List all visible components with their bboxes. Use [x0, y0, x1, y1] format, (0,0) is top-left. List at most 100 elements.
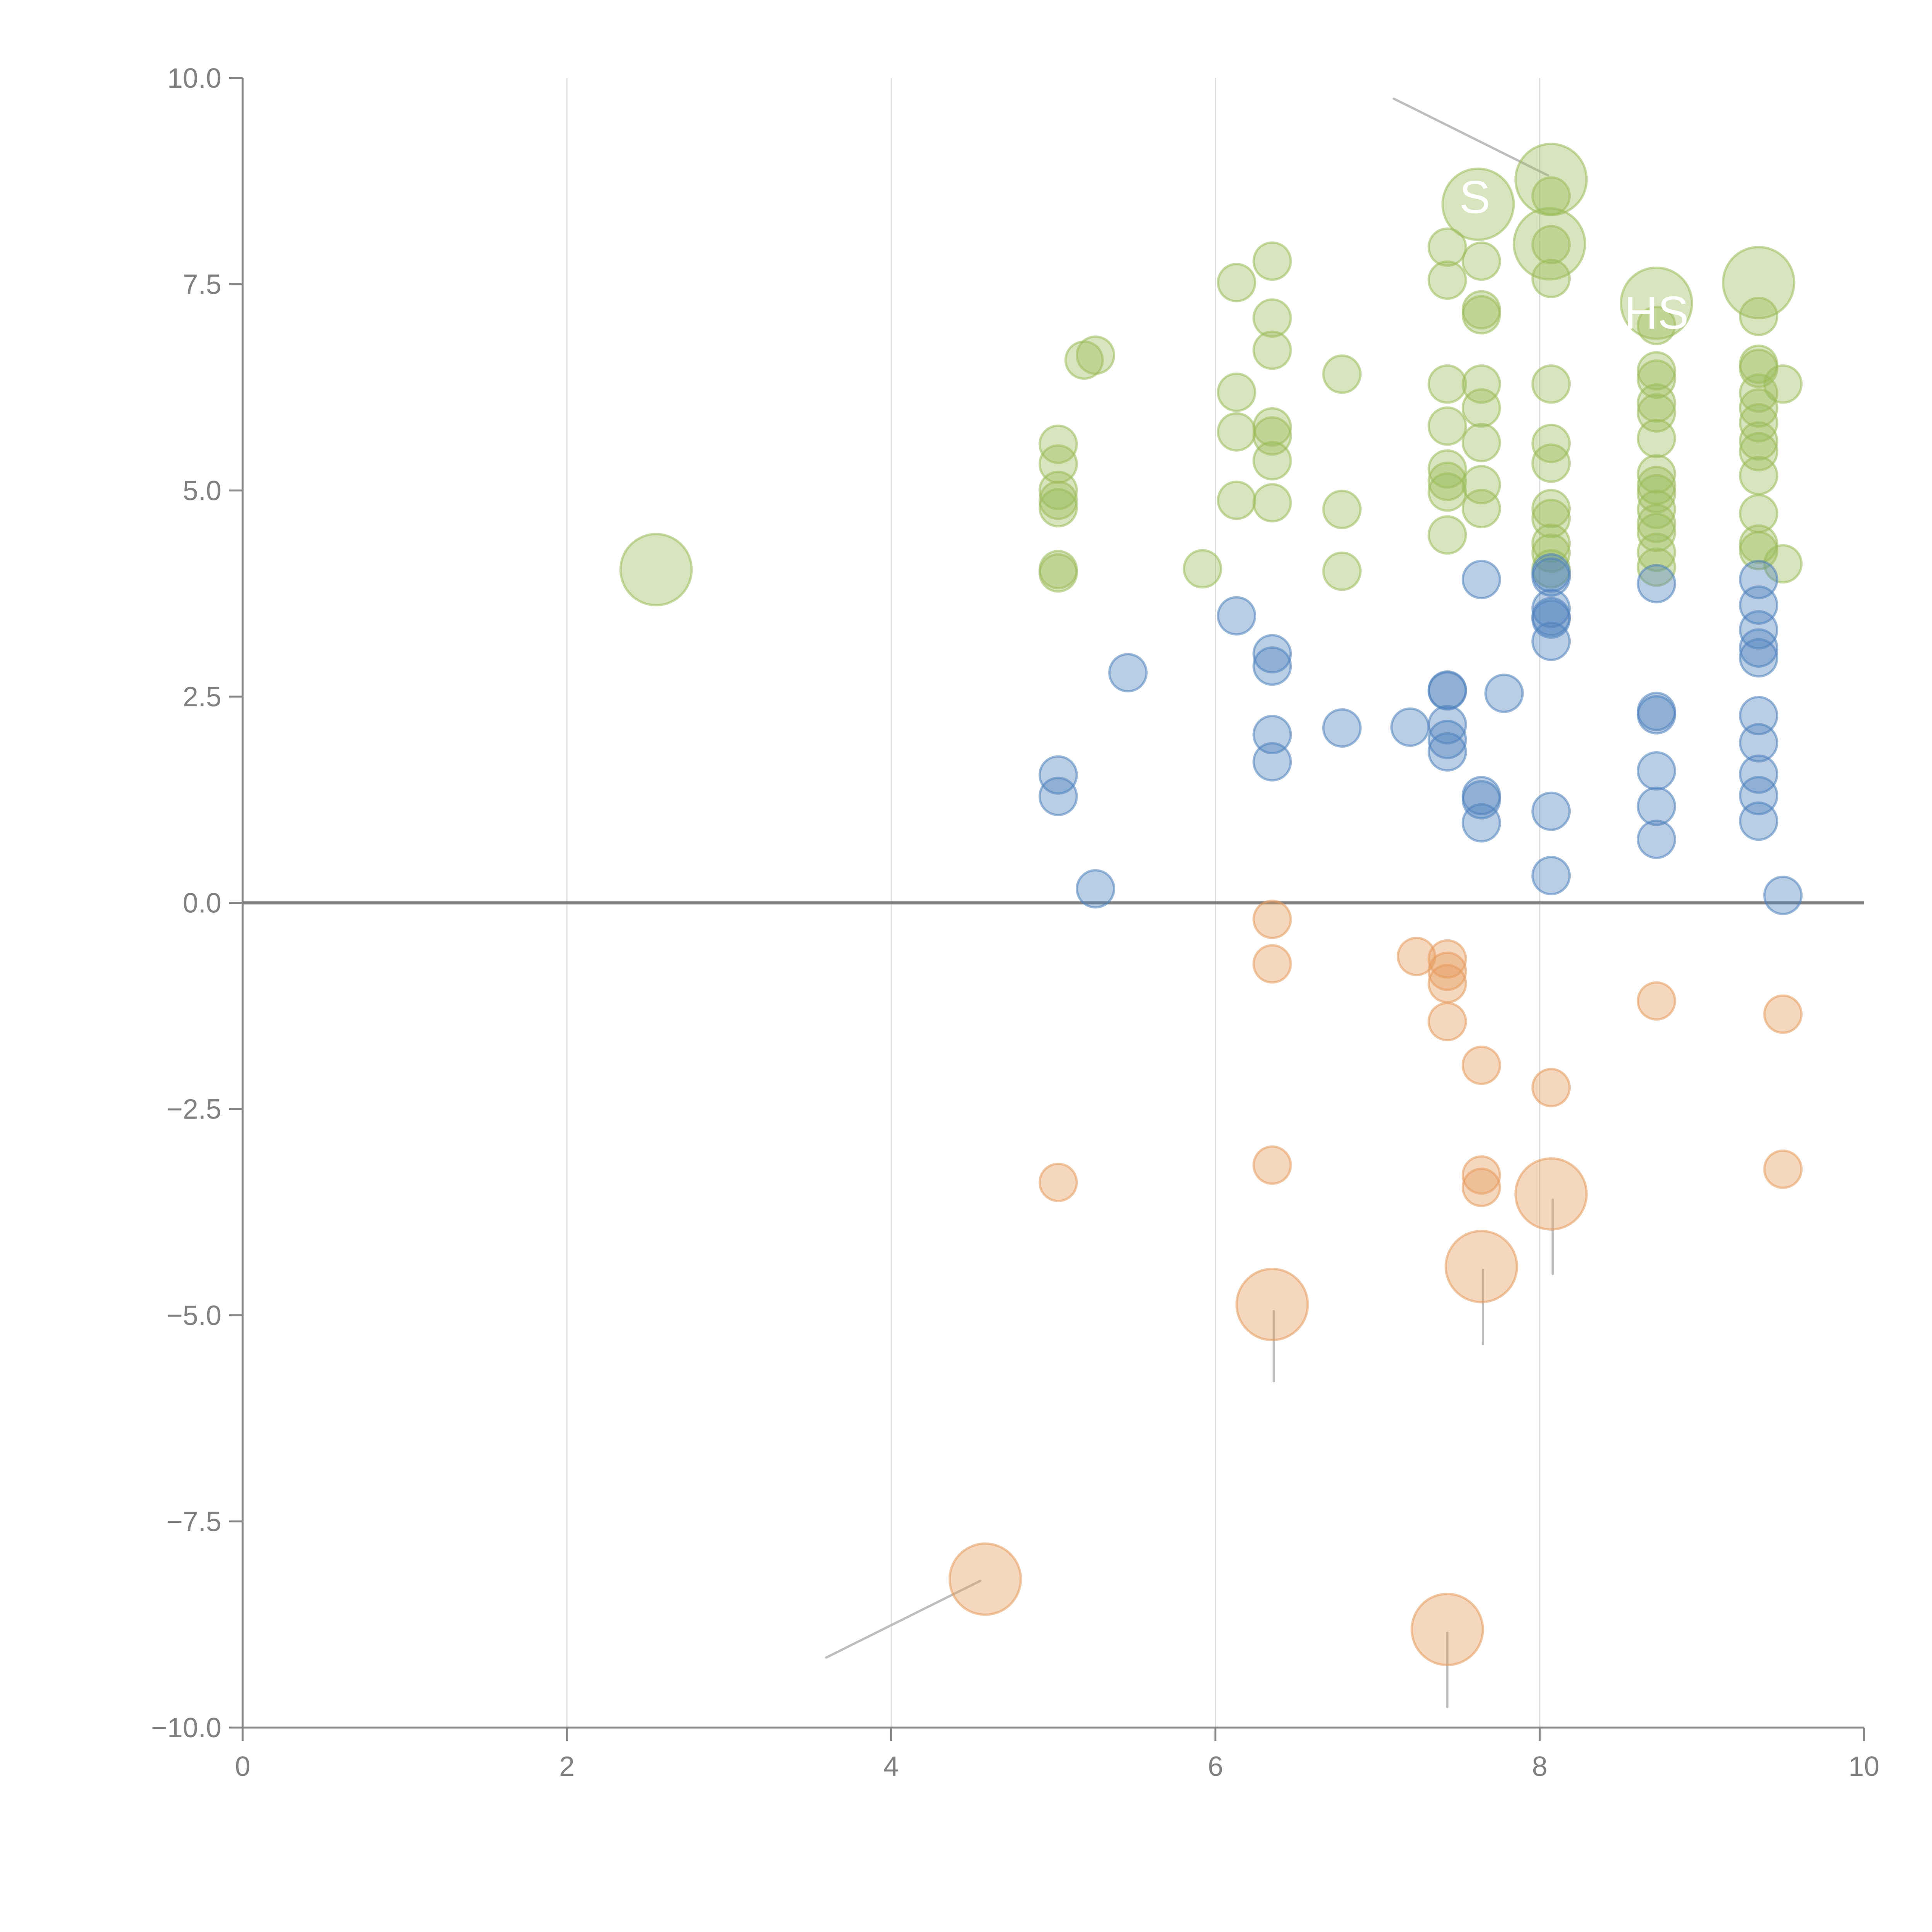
bubble-green-49 — [1531, 443, 1571, 483]
bubble-green-71 — [1739, 296, 1779, 336]
y-tick-label: 0.0 — [183, 888, 221, 919]
bubble-green-13 — [1217, 412, 1257, 452]
bubble-green-47 — [1531, 364, 1571, 404]
bubble-orange-4 — [1252, 1145, 1292, 1185]
bubble-orange-13 — [1461, 1155, 1501, 1195]
bubble-green-77 — [1739, 421, 1779, 461]
x-tick-label: 8 — [1532, 1751, 1548, 1782]
bubble-blue-14 — [1427, 719, 1467, 759]
bubble-blue-38 — [1739, 628, 1779, 668]
bubble-blue-18 — [1461, 780, 1501, 820]
bubble-orange-1 — [1038, 1163, 1078, 1202]
bubble-green-30 — [1427, 461, 1467, 501]
bubble-blue-7 — [1252, 715, 1292, 755]
bubble-blue-15 — [1427, 732, 1467, 772]
bubble-orange-12 — [1461, 1045, 1501, 1085]
bubble-green-75 — [1739, 388, 1779, 428]
bubble-green-26 — [1427, 260, 1467, 300]
bubble-green-82 — [1739, 531, 1779, 571]
bubble-blue-12 — [1427, 671, 1467, 711]
bubble-green-14 — [1217, 480, 1257, 520]
bubble-orange-5 — [1235, 1268, 1309, 1342]
bubble-green-18 — [1252, 407, 1292, 447]
bubble-blue-9 — [1322, 708, 1362, 748]
bubble-blue-16 — [1461, 560, 1501, 599]
bubble-green-7 — [1038, 424, 1078, 464]
bubble-green-27 — [1427, 364, 1467, 404]
y-tick-label: 2.5 — [183, 682, 221, 713]
bubble-blue-22 — [1531, 557, 1571, 597]
bubble-orange-3 — [1252, 944, 1292, 984]
bubble-blue-4 — [1217, 596, 1257, 636]
bubble-blue-8 — [1252, 742, 1292, 782]
bubble-blue-10 — [1390, 707, 1430, 747]
x-tick-label: 6 — [1208, 1751, 1223, 1782]
bubble-orange-2 — [1252, 900, 1292, 939]
bubble-green-61 — [1636, 418, 1676, 458]
bubble-orange-17 — [1514, 1157, 1588, 1231]
x-tick-label: 10 — [1849, 1751, 1879, 1782]
bubble-green-23 — [1322, 490, 1362, 529]
bubble-green-32 — [1427, 515, 1467, 555]
bubble-green-62 — [1636, 454, 1676, 494]
bubble-blue-25 — [1531, 599, 1571, 639]
bubble-blue-23 — [1531, 588, 1571, 628]
bubble-green-79 — [1739, 456, 1779, 495]
bubble-green-28 — [1427, 406, 1467, 446]
bubble-label-1: HS — [1624, 287, 1689, 338]
bubble-green-20 — [1252, 441, 1292, 481]
bubble-green-68 — [1636, 532, 1676, 572]
axes — [229, 77, 1865, 1741]
bubble-green-78 — [1739, 432, 1779, 471]
bubble-green-9 — [1076, 335, 1116, 375]
bubble-green-56 — [1636, 306, 1676, 345]
bubble-green-31 — [1427, 472, 1467, 512]
bubble-green-24 — [1322, 551, 1362, 591]
bubble-orange-16 — [1531, 1068, 1571, 1107]
bubble-green-6 — [1038, 444, 1078, 484]
bubble-blue-2 — [1076, 869, 1116, 909]
bubble-green-22 — [1322, 354, 1362, 394]
y-tick-label: 7.5 — [183, 269, 221, 300]
bubble-blue-29 — [1636, 564, 1676, 604]
bubble-orange-11 — [1410, 1592, 1484, 1666]
bubble-green-66 — [1636, 503, 1676, 543]
bubble-blue-45 — [1763, 876, 1803, 915]
bubble-green-2 — [1038, 550, 1078, 590]
bubble-blue-34 — [1636, 820, 1676, 859]
bubble-blue-39 — [1739, 638, 1779, 678]
leader-line-4 — [825, 1580, 982, 1659]
bubble-blue-19 — [1461, 803, 1501, 843]
bubble-green-84 — [1763, 544, 1803, 584]
x-tick-label: 4 — [883, 1751, 899, 1782]
x-tick-label: 0 — [235, 1751, 250, 1782]
bubble-blue-41 — [1739, 723, 1779, 763]
bubble-green-38 — [1461, 388, 1501, 428]
bubble-green-11 — [1217, 263, 1257, 303]
bubble-green-39 — [1461, 423, 1501, 463]
bubble-green-70 — [1722, 246, 1796, 320]
bubble-orange-9 — [1427, 964, 1467, 1003]
bubble-green-41 — [1461, 489, 1501, 529]
tick-labels: 10.0 7.5 5.0 2.5 0.0 −2.5 −5.0 −7.5 −10.0 0 2 4 6 8 10 — [151, 63, 1879, 1782]
bubble-orange-19 — [1763, 994, 1803, 1034]
bubble-blue-0 — [1038, 755, 1078, 795]
bubble-green-25 — [1427, 227, 1467, 267]
bubble-green-17 — [1252, 330, 1292, 370]
bubble-blue-13 — [1427, 705, 1467, 745]
bubble-green-15 — [1252, 241, 1292, 281]
y-tick-label: 10.0 — [167, 63, 221, 94]
leader-line-1 — [1449, 196, 1549, 244]
bubble-green-69 — [1636, 547, 1676, 587]
bubble-blue-28 — [1531, 856, 1571, 896]
bubble-green-65 — [1636, 490, 1676, 529]
bubble-green-48 — [1531, 423, 1571, 463]
bubble-blue-5 — [1252, 634, 1292, 673]
bubble-green-44 — [1531, 176, 1571, 216]
bubble-green-21 — [1252, 483, 1292, 523]
x-tick-label: 2 — [559, 1751, 575, 1782]
bubble-blue-1 — [1038, 777, 1078, 816]
bubble-green-59 — [1636, 383, 1676, 423]
bubble-green-40 — [1461, 465, 1501, 505]
